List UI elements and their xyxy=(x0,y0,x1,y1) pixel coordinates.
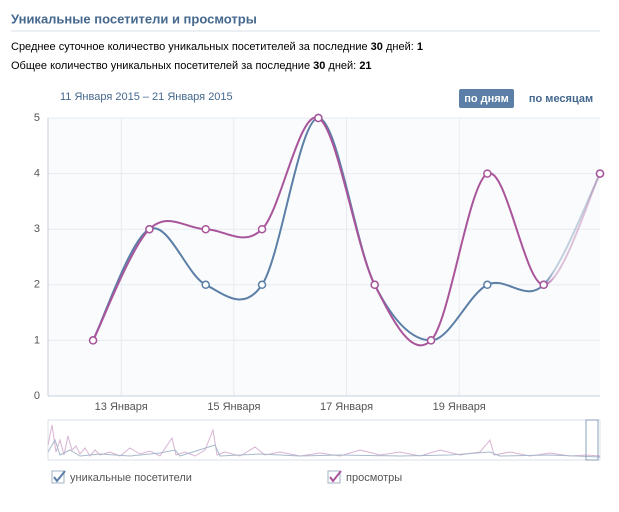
legend-checkbox[interactable] xyxy=(327,470,341,484)
value: 21 xyxy=(359,60,371,72)
text: дней: xyxy=(325,60,359,72)
series-line xyxy=(92,116,601,347)
x-tick-label: 13 Января xyxy=(95,401,148,413)
overview-line xyxy=(47,424,601,457)
by-month-label[interactable]: по месяцам xyxy=(529,93,593,105)
legend-label: просмотры xyxy=(346,472,402,484)
overview-line xyxy=(47,438,601,458)
days: 30 xyxy=(371,41,383,53)
overview-window[interactable] xyxy=(585,419,599,461)
point xyxy=(257,224,267,234)
x-tick-label: 17 Января xyxy=(320,401,373,413)
avg-line: Среднее суточное количество уникальных п… xyxy=(11,41,423,53)
y-tick-label: 0 xyxy=(34,390,40,402)
point xyxy=(539,280,548,290)
point xyxy=(426,336,436,345)
point xyxy=(595,169,605,178)
x-tick-label: 15 Января xyxy=(207,401,260,413)
point xyxy=(483,169,492,178)
by-day-label[interactable]: по дням xyxy=(464,93,509,105)
text: Общее количество уникальных посетителей … xyxy=(11,60,313,72)
point xyxy=(370,280,379,290)
point xyxy=(314,113,323,123)
text: дней: xyxy=(383,41,417,53)
point xyxy=(145,224,154,234)
point xyxy=(201,280,210,290)
point xyxy=(88,336,98,345)
x-tick-label: 19 Января xyxy=(433,401,486,413)
days: 30 xyxy=(313,60,325,72)
legend-check xyxy=(53,470,66,483)
legend-check xyxy=(329,470,342,483)
point xyxy=(257,280,267,290)
point xyxy=(483,280,492,290)
point xyxy=(201,224,210,234)
y-tick-label: 5 xyxy=(34,112,40,124)
series-line xyxy=(92,116,601,342)
total-line: Общее количество уникальных посетителей … xyxy=(11,60,372,72)
y-tick-label: 3 xyxy=(34,223,40,235)
text: Среднее суточное количество уникальных п… xyxy=(11,41,371,53)
legend-label: уникальные посетители xyxy=(70,472,192,484)
y-tick-label: 2 xyxy=(34,279,40,291)
title: Уникальные посетители и просмотры xyxy=(11,11,257,26)
y-tick-label: 1 xyxy=(34,334,40,346)
by-day-button[interactable] xyxy=(459,89,514,108)
plot-bg xyxy=(48,118,600,396)
value: 1 xyxy=(417,41,423,53)
date-range[interactable]: 11 Января 2015 – 21 Января 2015 xyxy=(60,91,233,103)
y-tick-label: 4 xyxy=(34,168,40,180)
